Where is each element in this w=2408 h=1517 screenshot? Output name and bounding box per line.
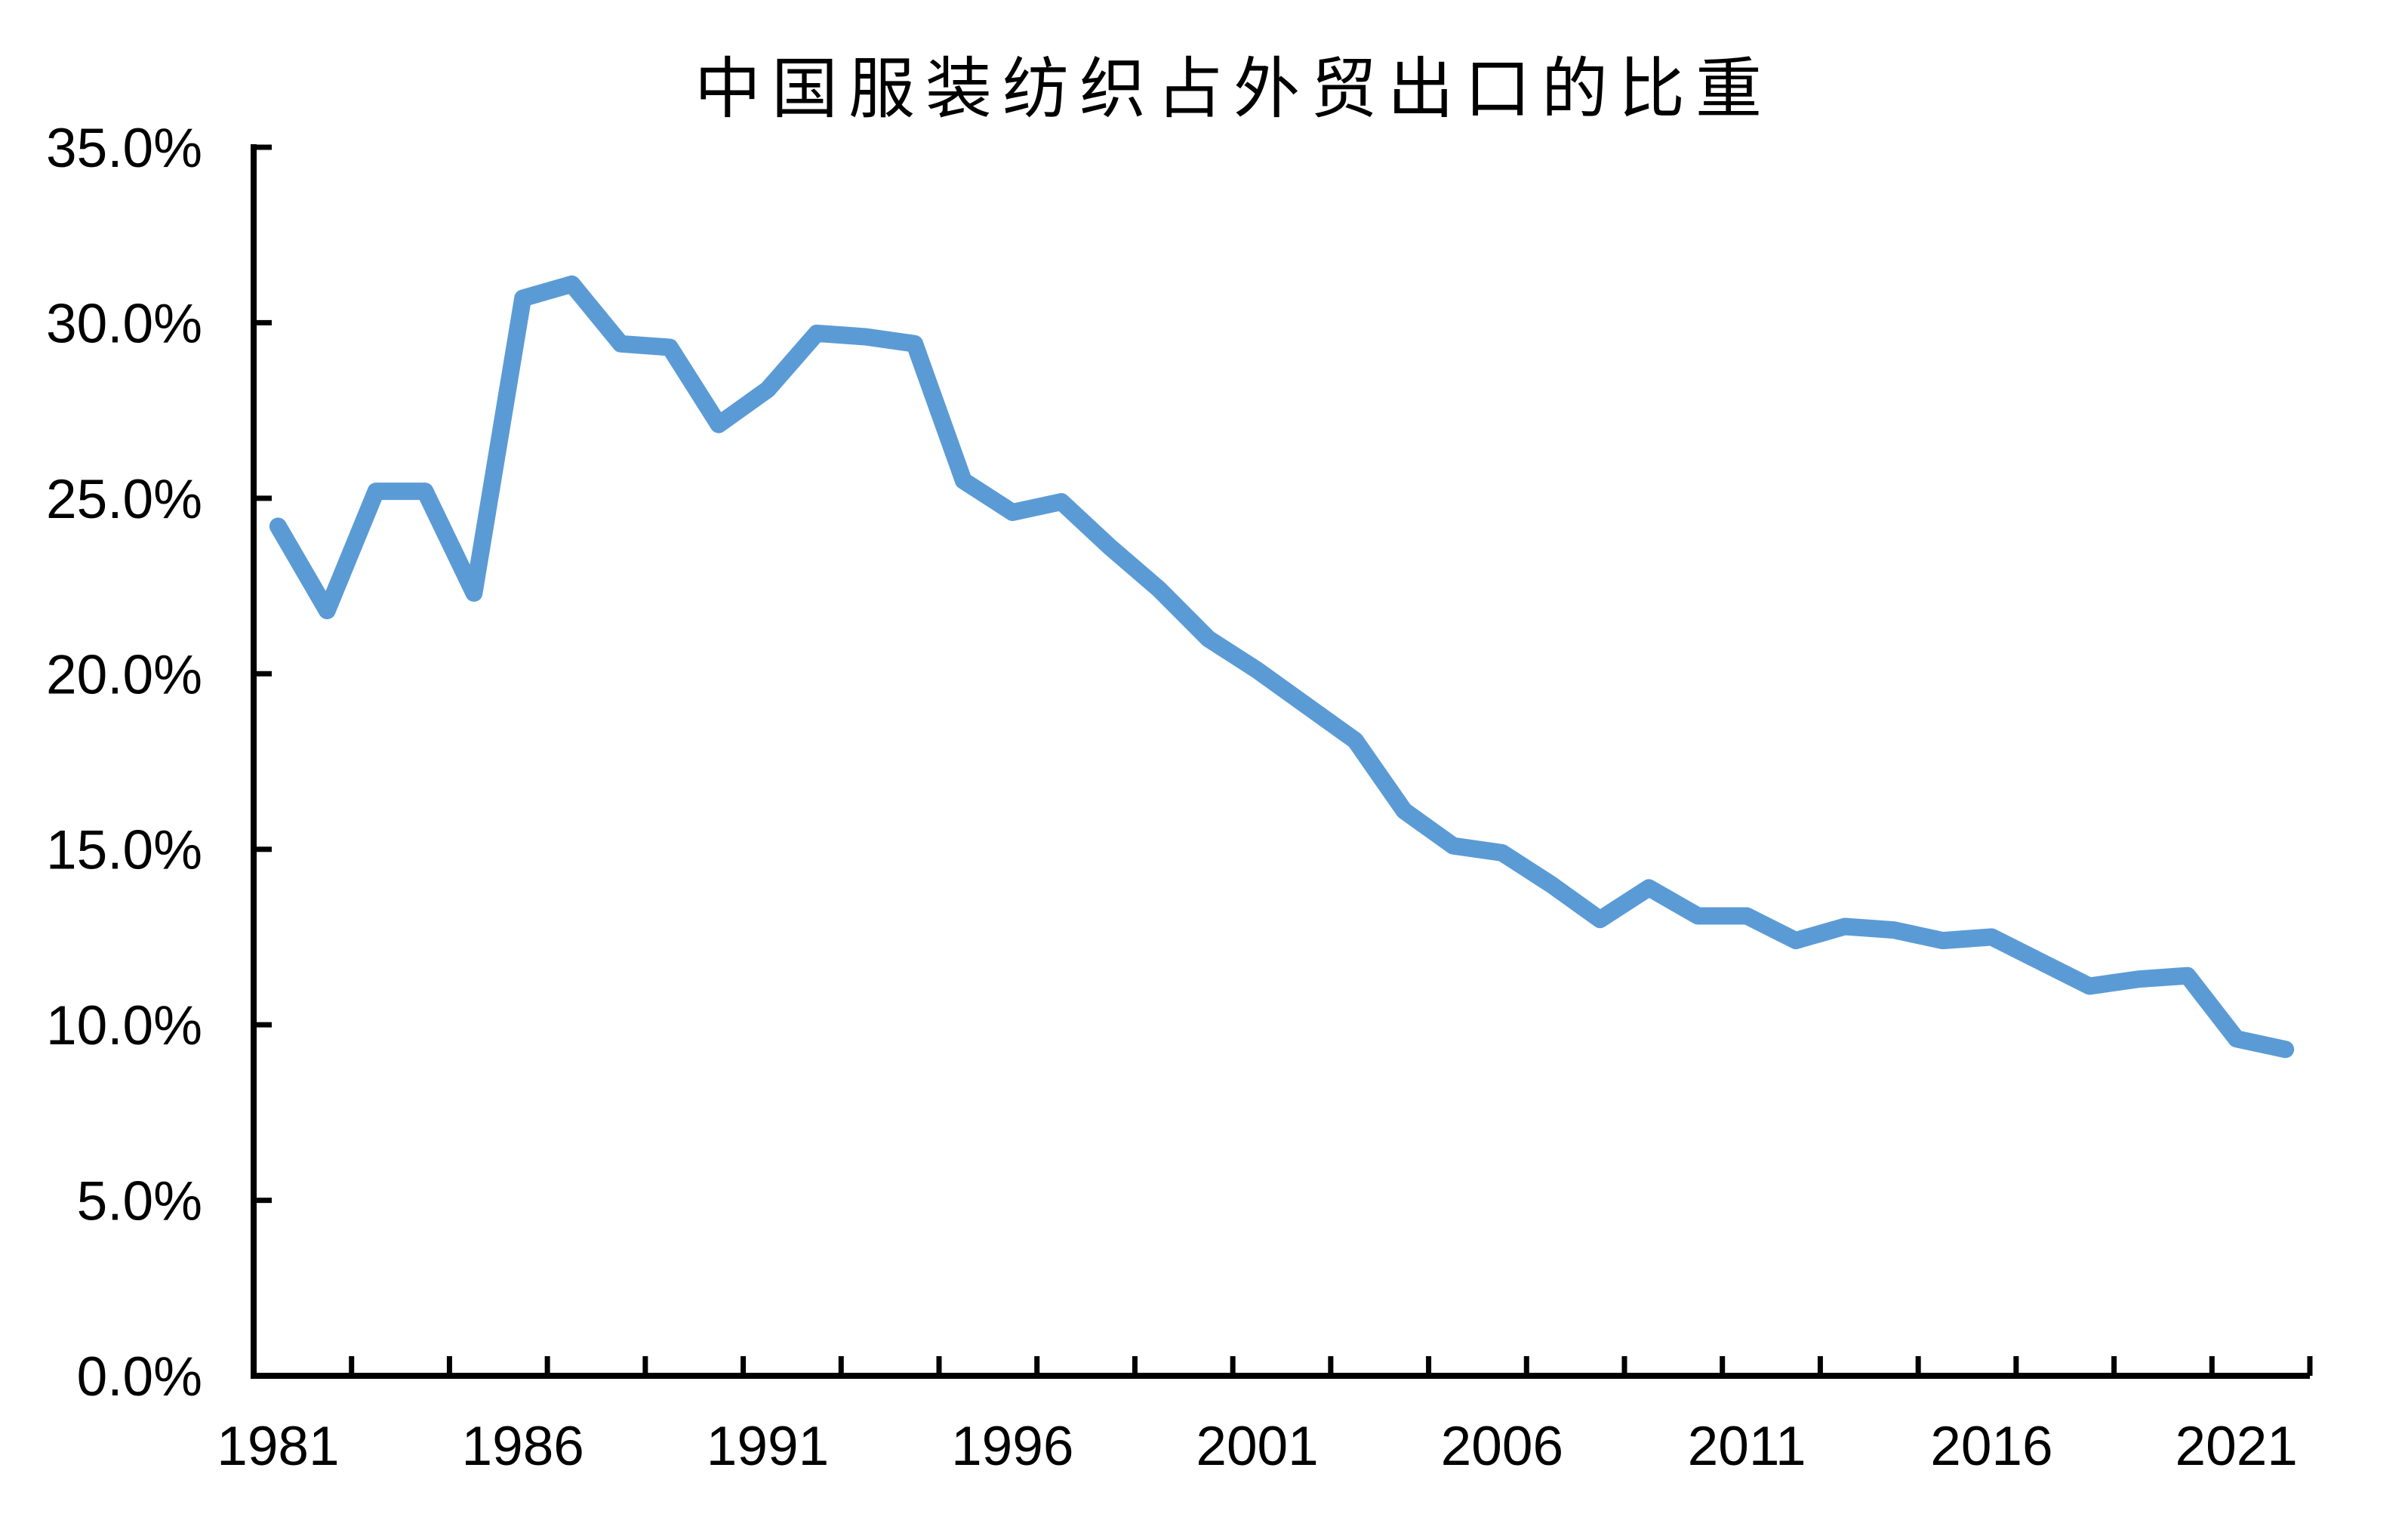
y-tick-label: 10.0% <box>46 995 202 1056</box>
y-axis-labels: 0.0% 5.0% 10.0% 15.0% 20.0% 25.0% 30.0% 35.0% <box>46 118 202 1408</box>
x-tick-label: 1981 <box>217 1416 339 1477</box>
x-tick-label: 2001 <box>1196 1416 1318 1477</box>
y-tick-label: 20.0% <box>46 644 202 705</box>
x-axis-ticks <box>349 1356 2313 1376</box>
x-tick-label: 2016 <box>1930 1416 2052 1477</box>
x-tick-label: 2011 <box>1688 1416 1806 1477</box>
y-tick-label: 0.0% <box>77 1346 202 1408</box>
x-tick-label: 2006 <box>1441 1416 1563 1477</box>
y-tick-label: 30.0% <box>46 293 202 354</box>
x-tick-label: 2021 <box>2176 1416 2298 1477</box>
y-tick-label: 35.0% <box>46 118 202 179</box>
x-tick-label: 1986 <box>462 1416 584 1477</box>
y-tick-label: 15.0% <box>46 820 202 881</box>
chart-title: 中国服装纺织占外贸出口的比重 <box>694 54 1772 127</box>
x-axis-labels: 1981 1986 1991 1996 2001 2006 2011 2016 2021 <box>217 1416 2298 1477</box>
series-line <box>269 275 2295 1059</box>
y-tick-label: 5.0% <box>77 1171 202 1232</box>
x-tick-label: 1991 <box>707 1416 829 1477</box>
x-tick-label: 1996 <box>951 1416 1073 1477</box>
y-tick-label: 25.0% <box>46 469 202 530</box>
